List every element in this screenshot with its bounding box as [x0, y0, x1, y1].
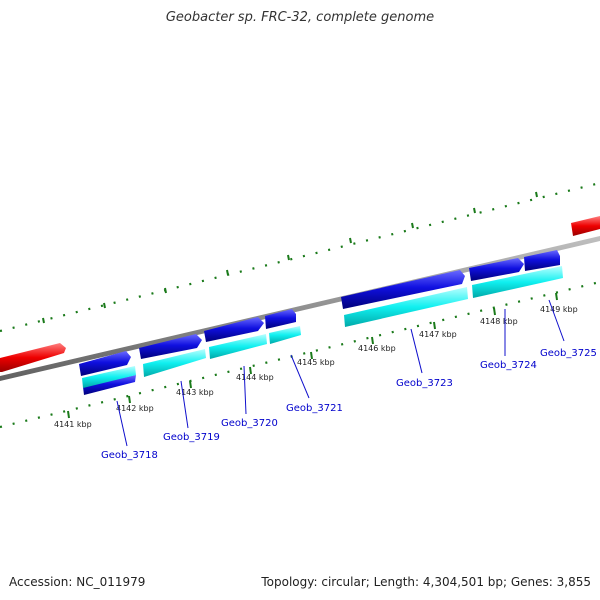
gene-label[interactable]: Geob_3718: [101, 450, 158, 461]
gene-label[interactable]: Geob_3721: [286, 403, 343, 414]
gene-feature: [472, 266, 563, 298]
gene-label[interactable]: Geob_3725: [540, 348, 597, 359]
gene-feature: [143, 349, 206, 377]
scale-label: 4143 kbp: [176, 388, 214, 397]
cds-feature: [265, 309, 296, 329]
genome-backbone: [0, 236, 600, 381]
scale-label: 4149 kbp: [540, 305, 578, 314]
cds-feature: [341, 270, 465, 309]
gene-label[interactable]: Geob_3723: [396, 378, 453, 389]
cds-feature: [469, 258, 524, 281]
gene-feature: [82, 366, 136, 388]
accession-label: Accession: NC_011979: [9, 575, 146, 589]
rrna-feature-left: [0, 343, 66, 372]
scale-label: 4144 kbp: [236, 373, 274, 382]
gene-feature: [269, 326, 301, 344]
scale-label: 4148 kbp: [480, 317, 518, 326]
cds-track: [79, 250, 560, 395]
cds-feature: [139, 334, 202, 359]
map-title: Geobacter sp. FRC-32, complete genome: [165, 10, 435, 25]
gene-feature: [209, 334, 267, 359]
cds-feature: [204, 317, 264, 342]
gene-feature: [344, 287, 468, 327]
scale-label: 4142 kbp: [116, 404, 154, 413]
scale-label: 4147 kbp: [419, 330, 457, 339]
cds-feature: [83, 375, 136, 395]
scale-label: 4141 kbp: [54, 420, 92, 429]
inner-tick-track: [0, 280, 600, 429]
gene-labels: Geob_3718 Geob_3719 Geob_3720 Geob_3721 …: [101, 348, 597, 461]
gene-label[interactable]: Geob_3724: [480, 360, 537, 371]
cds-feature: [524, 250, 560, 271]
gene-track: [82, 266, 563, 388]
outer-tick-track: [0, 181, 600, 333]
scale-label: 4145 kbp: [297, 358, 335, 367]
scale-label: 4146 kbp: [358, 344, 396, 353]
gene-label[interactable]: Geob_3720: [221, 418, 278, 429]
scale-labels: 4141 kbp 4142 kbp 4143 kbp 4144 kbp 4145…: [54, 305, 578, 429]
cds-feature: [79, 351, 131, 376]
gene-leader-lines: [116, 299, 565, 447]
topology-label: Topology: circular; Length: 4,304,501 bp…: [261, 575, 591, 589]
gene-label[interactable]: Geob_3719: [163, 432, 220, 443]
rrna-feature-right: [571, 216, 600, 236]
